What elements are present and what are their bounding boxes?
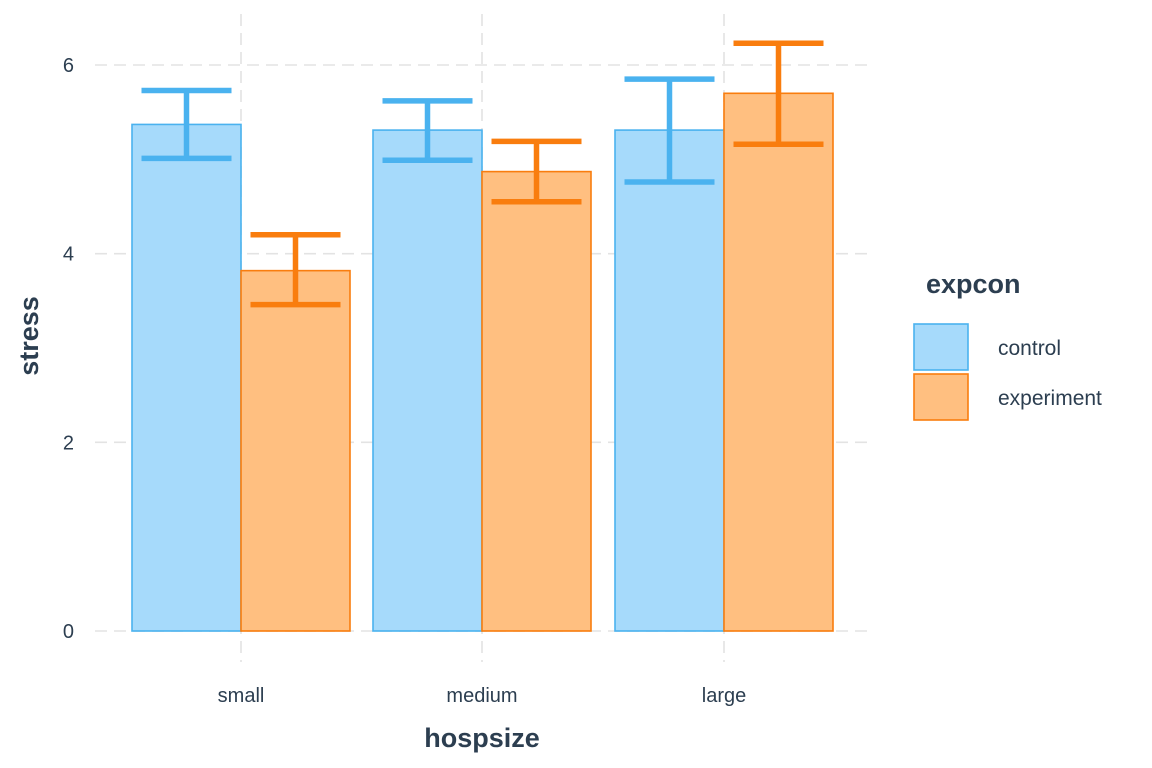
y-axis-ticks: 0 2 4 6 [63,55,74,643]
bar-control-large [614,129,725,632]
error-bar-control-small [141,87,232,162]
error-bar-control-large [624,76,715,185]
y-tick-label: 0 [63,621,74,643]
legend-key-experiment [913,373,969,421]
bar-control-medium [372,129,483,632]
bars [131,92,834,632]
legend-key-control [913,323,969,371]
legend-label-experiment: experiment [998,387,1102,410]
x-tick-label: large [702,685,746,707]
bar-experiment-small [240,269,351,632]
error-bar-control-medium [382,98,473,164]
y-tick-label: 4 [63,244,74,266]
bar-experiment-medium [481,170,592,632]
x-axis-title: hospsize [424,723,540,753]
legend-title: expcon [926,269,1021,299]
error-bar-experiment-large [733,40,824,147]
x-axis-ticks: small medium large [218,685,747,707]
y-tick-label: 6 [63,55,74,77]
x-tick-label: medium [446,685,517,707]
y-axis-title: stress [14,296,44,376]
legend: expcon control experiment [913,269,1102,421]
bar-control-small [131,123,242,632]
legend-items: control experiment [913,323,1102,421]
bar-experiment-large [723,92,834,632]
x-tick-label: small [218,685,265,707]
legend-label-control: control [998,337,1061,360]
y-tick-label: 2 [63,432,74,454]
error-bar-experiment-small [250,232,341,308]
error-bar-experiment-medium [491,138,582,205]
error-bars [141,40,824,308]
